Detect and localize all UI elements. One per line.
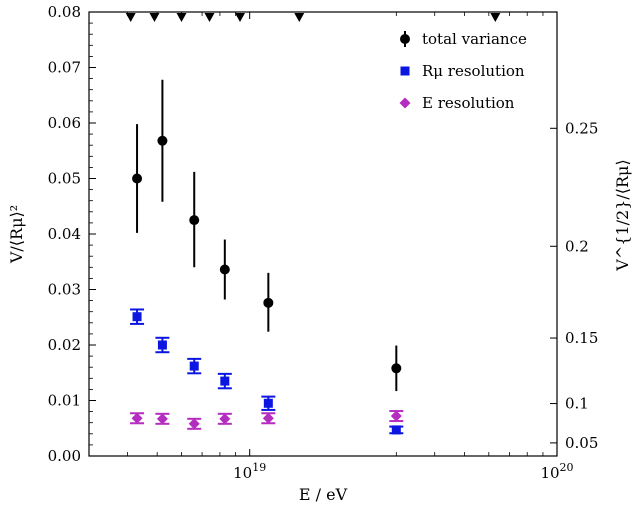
data-point: [156, 413, 168, 425]
y-tick-label: 0.08: [48, 3, 81, 21]
y-tick-label: 0.03: [48, 281, 81, 299]
data-point: [157, 135, 168, 146]
y-tick-label: 0.07: [48, 59, 81, 77]
x-tick-label: 1019: [233, 461, 266, 482]
data-point: [132, 173, 143, 184]
bin-edge-marker: [125, 13, 136, 22]
data-point: [132, 312, 142, 322]
x-axis-label: E / eV: [299, 485, 348, 504]
chart-marks: [125, 13, 501, 435]
bin-edge-marker: [204, 13, 215, 22]
bin-edge-marker: [490, 13, 501, 22]
axis-ticks: 0.00 0.01 0.02 0.03 0.04 0.05 0.06 0.07 0.08 1019…: [48, 3, 599, 482]
right-tick-label: 0.1: [565, 395, 589, 413]
data-point: [262, 412, 274, 424]
bin-edge-marker: [235, 13, 246, 22]
data-point: [157, 340, 167, 350]
right-tick-label: 0.15: [565, 329, 598, 347]
data-point: [219, 264, 230, 275]
right-tick-label: 0.25: [565, 119, 598, 137]
data-point: [188, 418, 200, 430]
data-point: [391, 363, 402, 374]
data-point: [189, 361, 199, 371]
data-point: [219, 413, 231, 425]
data-point: [263, 297, 274, 308]
y-axis-label: V/⟨Rμ⟩²: [7, 205, 26, 264]
legend: total variance Rμ resolution E resolution: [399, 30, 527, 112]
legend-label: total variance: [422, 30, 527, 48]
data-point: [390, 410, 402, 422]
data-point: [391, 425, 401, 435]
legend-marker: [399, 97, 411, 109]
legend-label: E resolution: [422, 94, 515, 112]
y-tick-label: 0.05: [48, 170, 81, 188]
y-axis-right-label: V^{1/2}/⟨Rμ⟩: [613, 159, 632, 271]
right-tick-label: 0.05: [565, 434, 598, 452]
bin-edge-marker: [176, 13, 187, 22]
y-tick-label: 0.01: [48, 392, 81, 410]
bin-edge-marker: [149, 13, 160, 22]
data-point: [263, 398, 273, 408]
bin-edge-marker: [294, 13, 305, 22]
y-tick-label: 0.02: [48, 336, 81, 354]
data-point: [131, 412, 143, 424]
legend-label: Rμ resolution: [422, 62, 525, 80]
right-tick-label: 0.2: [565, 237, 589, 255]
y-tick-label: 0.06: [48, 114, 81, 132]
legend-marker: [400, 34, 410, 44]
y-tick-label: 0.00: [48, 447, 81, 465]
x-tick-label: 1020: [540, 461, 573, 482]
y-tick-label: 0.04: [48, 225, 81, 243]
legend-marker: [400, 66, 410, 76]
data-point: [220, 376, 230, 386]
data-point: [189, 215, 200, 226]
